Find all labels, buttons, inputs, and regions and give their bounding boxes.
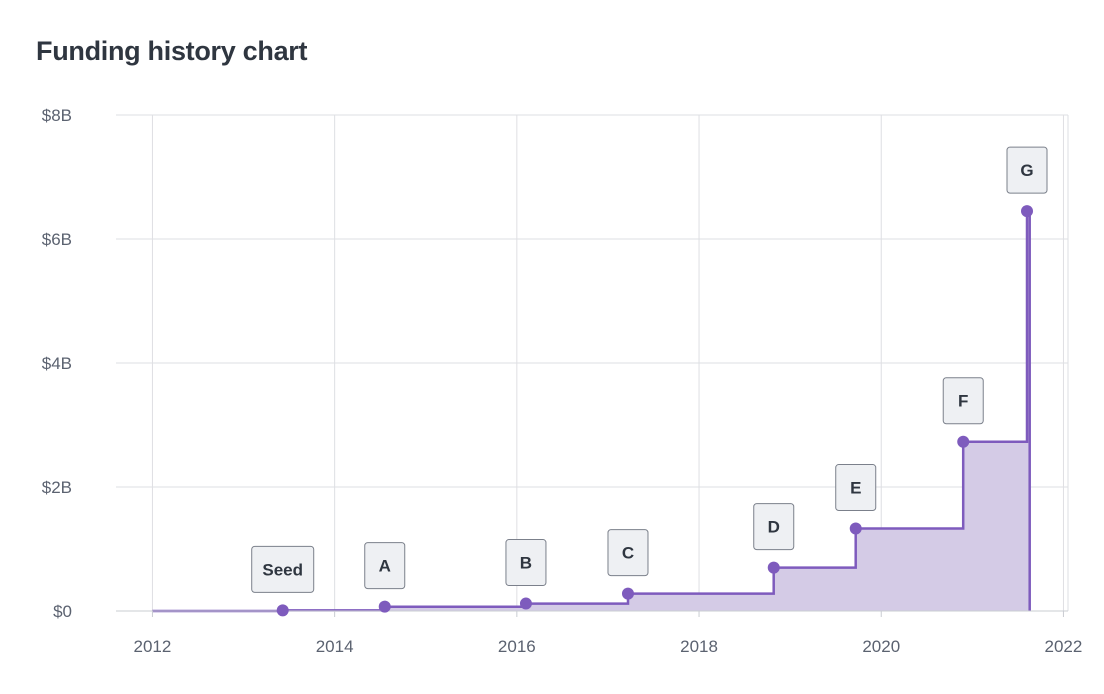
x-tick-label: 2012	[134, 637, 172, 656]
round-label: F	[942, 377, 984, 425]
y-tick-label: $2B	[42, 478, 72, 497]
round-label: E	[835, 464, 877, 512]
round-labels: Seed A B C D E F G	[251, 146, 1048, 593]
round-point	[276, 604, 289, 617]
round-label: G	[1006, 146, 1048, 194]
round-point	[1021, 205, 1034, 218]
round-label-text: G	[1020, 161, 1033, 180]
round-label-box	[1006, 146, 1048, 194]
round-label: B	[505, 539, 547, 587]
axes: $0 $2B $4B $6B $8B 2012 2014 2016 2018 2020 2022	[42, 106, 1083, 656]
round-label-box	[505, 539, 547, 587]
round-label-box	[251, 545, 315, 593]
round-label: C	[607, 529, 649, 577]
round-label: D	[753, 503, 795, 551]
round-label-box	[753, 503, 795, 551]
y-tick-label: $4B	[42, 354, 72, 373]
area-fill	[152, 211, 1030, 611]
y-tick-label: $8B	[42, 106, 72, 125]
round-label: Seed	[251, 545, 315, 593]
round-label-box	[942, 377, 984, 425]
round-label: A	[364, 542, 406, 590]
round-label-text: B	[520, 554, 532, 573]
round-point	[621, 587, 634, 600]
round-label-text: C	[622, 544, 634, 563]
x-tick-label: 2020	[862, 637, 900, 656]
round-label-box	[364, 542, 406, 590]
x-tick-label: 2014	[316, 637, 354, 656]
round-point	[957, 435, 970, 448]
x-tick-label: 2018	[680, 637, 718, 656]
round-label-box	[835, 464, 877, 512]
round-label-box	[607, 529, 649, 577]
round-label-text: E	[850, 479, 861, 498]
chart-title: Funding history chart	[36, 36, 308, 66]
y-tick-label: $6B	[42, 230, 72, 249]
y-tick-label: $0	[53, 602, 72, 621]
round-point	[378, 600, 391, 613]
funding-area	[152, 211, 1030, 611]
x-tick-label: 2016	[498, 637, 536, 656]
round-label-text: Seed	[262, 560, 303, 579]
round-point	[767, 561, 780, 574]
data-points	[276, 205, 1034, 617]
round-label-text: F	[958, 392, 968, 411]
x-tick-label: 2022	[1045, 637, 1083, 656]
round-point	[519, 597, 532, 610]
round-point	[849, 522, 862, 535]
round-label-text: A	[379, 557, 391, 576]
round-label-text: D	[768, 518, 780, 537]
